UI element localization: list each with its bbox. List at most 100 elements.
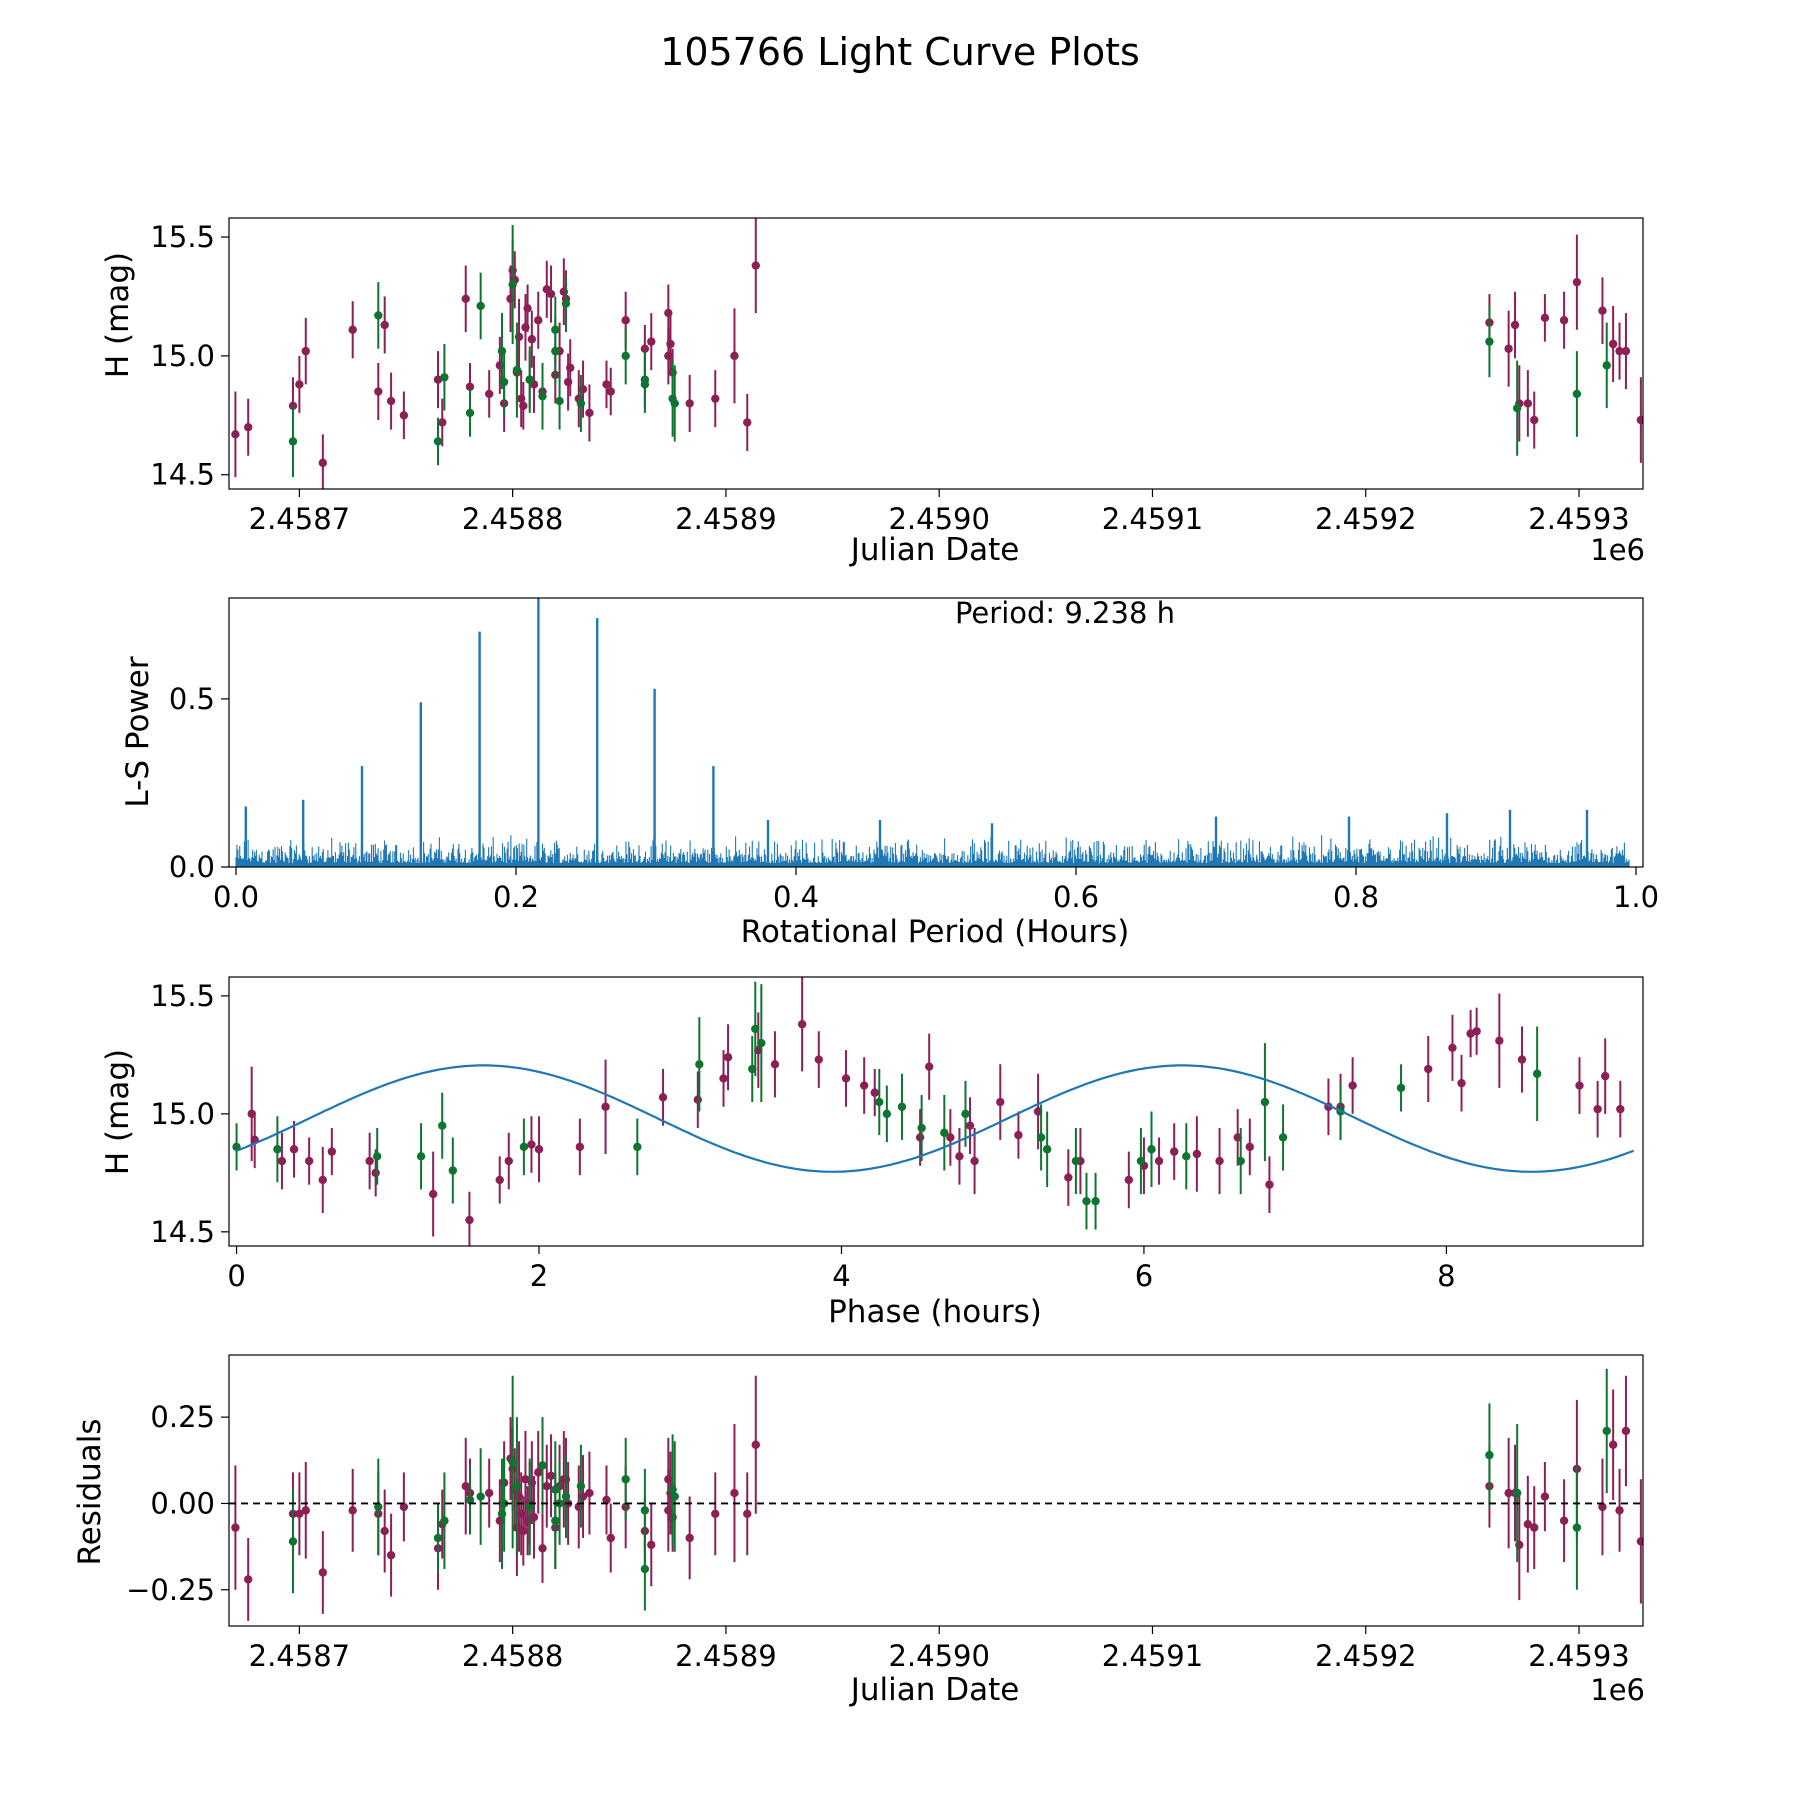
lightcurve-band_a-point	[585, 408, 594, 418]
lightcurve-band_a-point	[730, 351, 739, 361]
lightcurve-band_a-point	[386, 396, 396, 406]
residuals-band_a-point	[751, 1440, 760, 1449]
phased-points	[232, 977, 1625, 1246]
lightcurve-band_a-point	[231, 430, 240, 439]
phased-xtick-label: 8	[1437, 1259, 1455, 1293]
residuals-band_a-point	[386, 1551, 396, 1560]
residuals-band_a-point	[243, 1575, 253, 1584]
lightcurve-band_a-point	[318, 458, 328, 468]
lightcurve-band_b-point	[670, 399, 679, 408]
lightcurve-band_b-point	[538, 392, 547, 401]
residuals-band_b-point	[551, 1485, 560, 1494]
periodogram-panel: L-S Power Rotational Period (Hours) Peri…	[120, 596, 1175, 950]
residuals-frame	[228, 1354, 1644, 1627]
lightcurve-band_b-point	[640, 380, 650, 389]
lightcurve-band_b-point	[576, 399, 586, 408]
phased-band_b-point	[961, 1109, 970, 1119]
lightcurve-ytick-label: 14.5	[150, 458, 215, 492]
residuals-band_a-point	[1530, 1523, 1539, 1532]
residuals-band_a-point	[538, 1544, 547, 1553]
lightcurve-band_a-point	[1621, 346, 1631, 356]
phased-ytick-label: 14.5	[150, 1215, 215, 1249]
phased-frame	[228, 976, 1644, 1247]
residuals-points	[231, 1368, 1643, 1621]
residuals-band_a-point	[529, 1513, 539, 1522]
phased-band_a-point	[870, 1088, 879, 1097]
residuals-panel: Residuals Julian Date 1e6	[72, 1418, 1645, 1708]
phased-band_b-point	[519, 1142, 529, 1152]
residuals-band_a-point	[1598, 1502, 1607, 1512]
lightcurve-frame	[228, 217, 1644, 490]
periodogram-axes: 0.0 0.2 0.4 0.6 0.8 1.0 0.0 0.5	[169, 682, 1659, 914]
phased-band_a-point	[575, 1142, 585, 1152]
residuals-band_b-point	[640, 1564, 650, 1574]
phased-band_a-point	[719, 1074, 728, 1083]
lightcurve-ytick-label: 15.5	[150, 220, 215, 254]
residuals-ylabel: Residuals	[72, 1418, 108, 1565]
phased-band_a-point	[924, 1062, 934, 1071]
phased-band_b-point	[373, 1152, 382, 1161]
lightcurve-band_a-point	[711, 394, 720, 403]
lightcurve-panel: H (mag) Julian Date 1e6	[100, 252, 1645, 568]
lightcurve-band_a-point	[523, 304, 532, 313]
residuals-xtick-label: 2.4593	[1528, 1639, 1629, 1673]
phased-band_b-point	[438, 1121, 447, 1130]
lightcurve-xtick-label: 2.4589	[675, 502, 776, 536]
periodogram-frame	[228, 597, 1644, 868]
lightcurve-band_a-point	[1598, 306, 1607, 315]
residuals-band_a-point	[318, 1568, 328, 1577]
lightcurve-band_a-point	[484, 389, 494, 399]
lightcurve-band_b-point	[465, 408, 475, 418]
lightcurve-band_a-point	[1559, 316, 1569, 325]
residuals-xtick-label: 2.4589	[675, 1639, 776, 1673]
lightcurve-points	[231, 218, 1643, 489]
residuals-band_a-point	[1608, 1440, 1618, 1449]
residuals-band_a-point	[743, 1509, 752, 1519]
residuals-band_a-point	[348, 1506, 357, 1515]
lightcurve-band_a-point	[438, 418, 447, 427]
lightcurve-band_a-point	[1636, 415, 1643, 425]
residuals-band_a-point	[730, 1488, 739, 1498]
lightcurve-band_a-point	[606, 387, 615, 396]
residuals-band_a-point	[606, 1533, 615, 1543]
phased-band_a-point	[504, 1156, 513, 1166]
residuals-band_a-point	[1504, 1488, 1513, 1498]
phased-band_a-point	[495, 1175, 504, 1185]
periodogram-spectrum	[235, 598, 1630, 867]
lightcurve-xtick-label: 2.4590	[888, 502, 989, 536]
phased-band_a-point	[996, 1097, 1005, 1107]
lightcurve-band_a-point	[301, 346, 310, 356]
phased-band_a-point	[289, 1145, 299, 1154]
residuals-band_a-point	[484, 1488, 494, 1498]
phased-band_b-point	[1236, 1156, 1245, 1166]
residuals-band_a-point	[602, 1495, 611, 1505]
phased-band_a-point	[1014, 1130, 1023, 1140]
periodogram-ytick-label: 0.0	[169, 850, 215, 884]
lightcurve-xtick-label: 2.4593	[1528, 502, 1629, 536]
lightcurve-band_a-point	[1523, 399, 1533, 408]
phased-band_a-point	[770, 1060, 780, 1069]
phased-band_a-point	[365, 1156, 374, 1166]
lightcurve-band_a-point	[1615, 346, 1624, 356]
residuals-band_a-point	[546, 1471, 556, 1481]
lightcurve-band_b-point	[1512, 403, 1522, 413]
periodogram-xtick-label: 0.2	[493, 880, 539, 914]
phased-band_a-point	[946, 1133, 955, 1142]
residuals-band_b-point	[1512, 1488, 1522, 1498]
residuals-band_b-point	[1602, 1426, 1611, 1436]
phased-band_a-point	[658, 1093, 668, 1102]
residuals-band_b-point	[433, 1533, 443, 1543]
lightcurve-band_a-point	[664, 308, 673, 318]
lightcurve-band_a-point	[295, 380, 304, 389]
phased-band_b-point	[633, 1142, 642, 1152]
residuals-xtick-label: 2.4587	[249, 1639, 350, 1673]
lightcurve-band_a-point	[243, 422, 253, 432]
residuals-band_b-point	[670, 1492, 679, 1501]
phased-band_a-point	[1169, 1147, 1179, 1156]
lightcurve-band_a-point	[461, 294, 470, 304]
phased-band_a-point	[1472, 1027, 1481, 1036]
residuals-axes: 2.4587 2.4588 2.4589 2.4590 2.4591 2.4592 2.45…	[126, 1400, 1630, 1673]
lightcurve-band_a-point	[1504, 344, 1513, 353]
phased-band_b-point	[940, 1128, 949, 1137]
